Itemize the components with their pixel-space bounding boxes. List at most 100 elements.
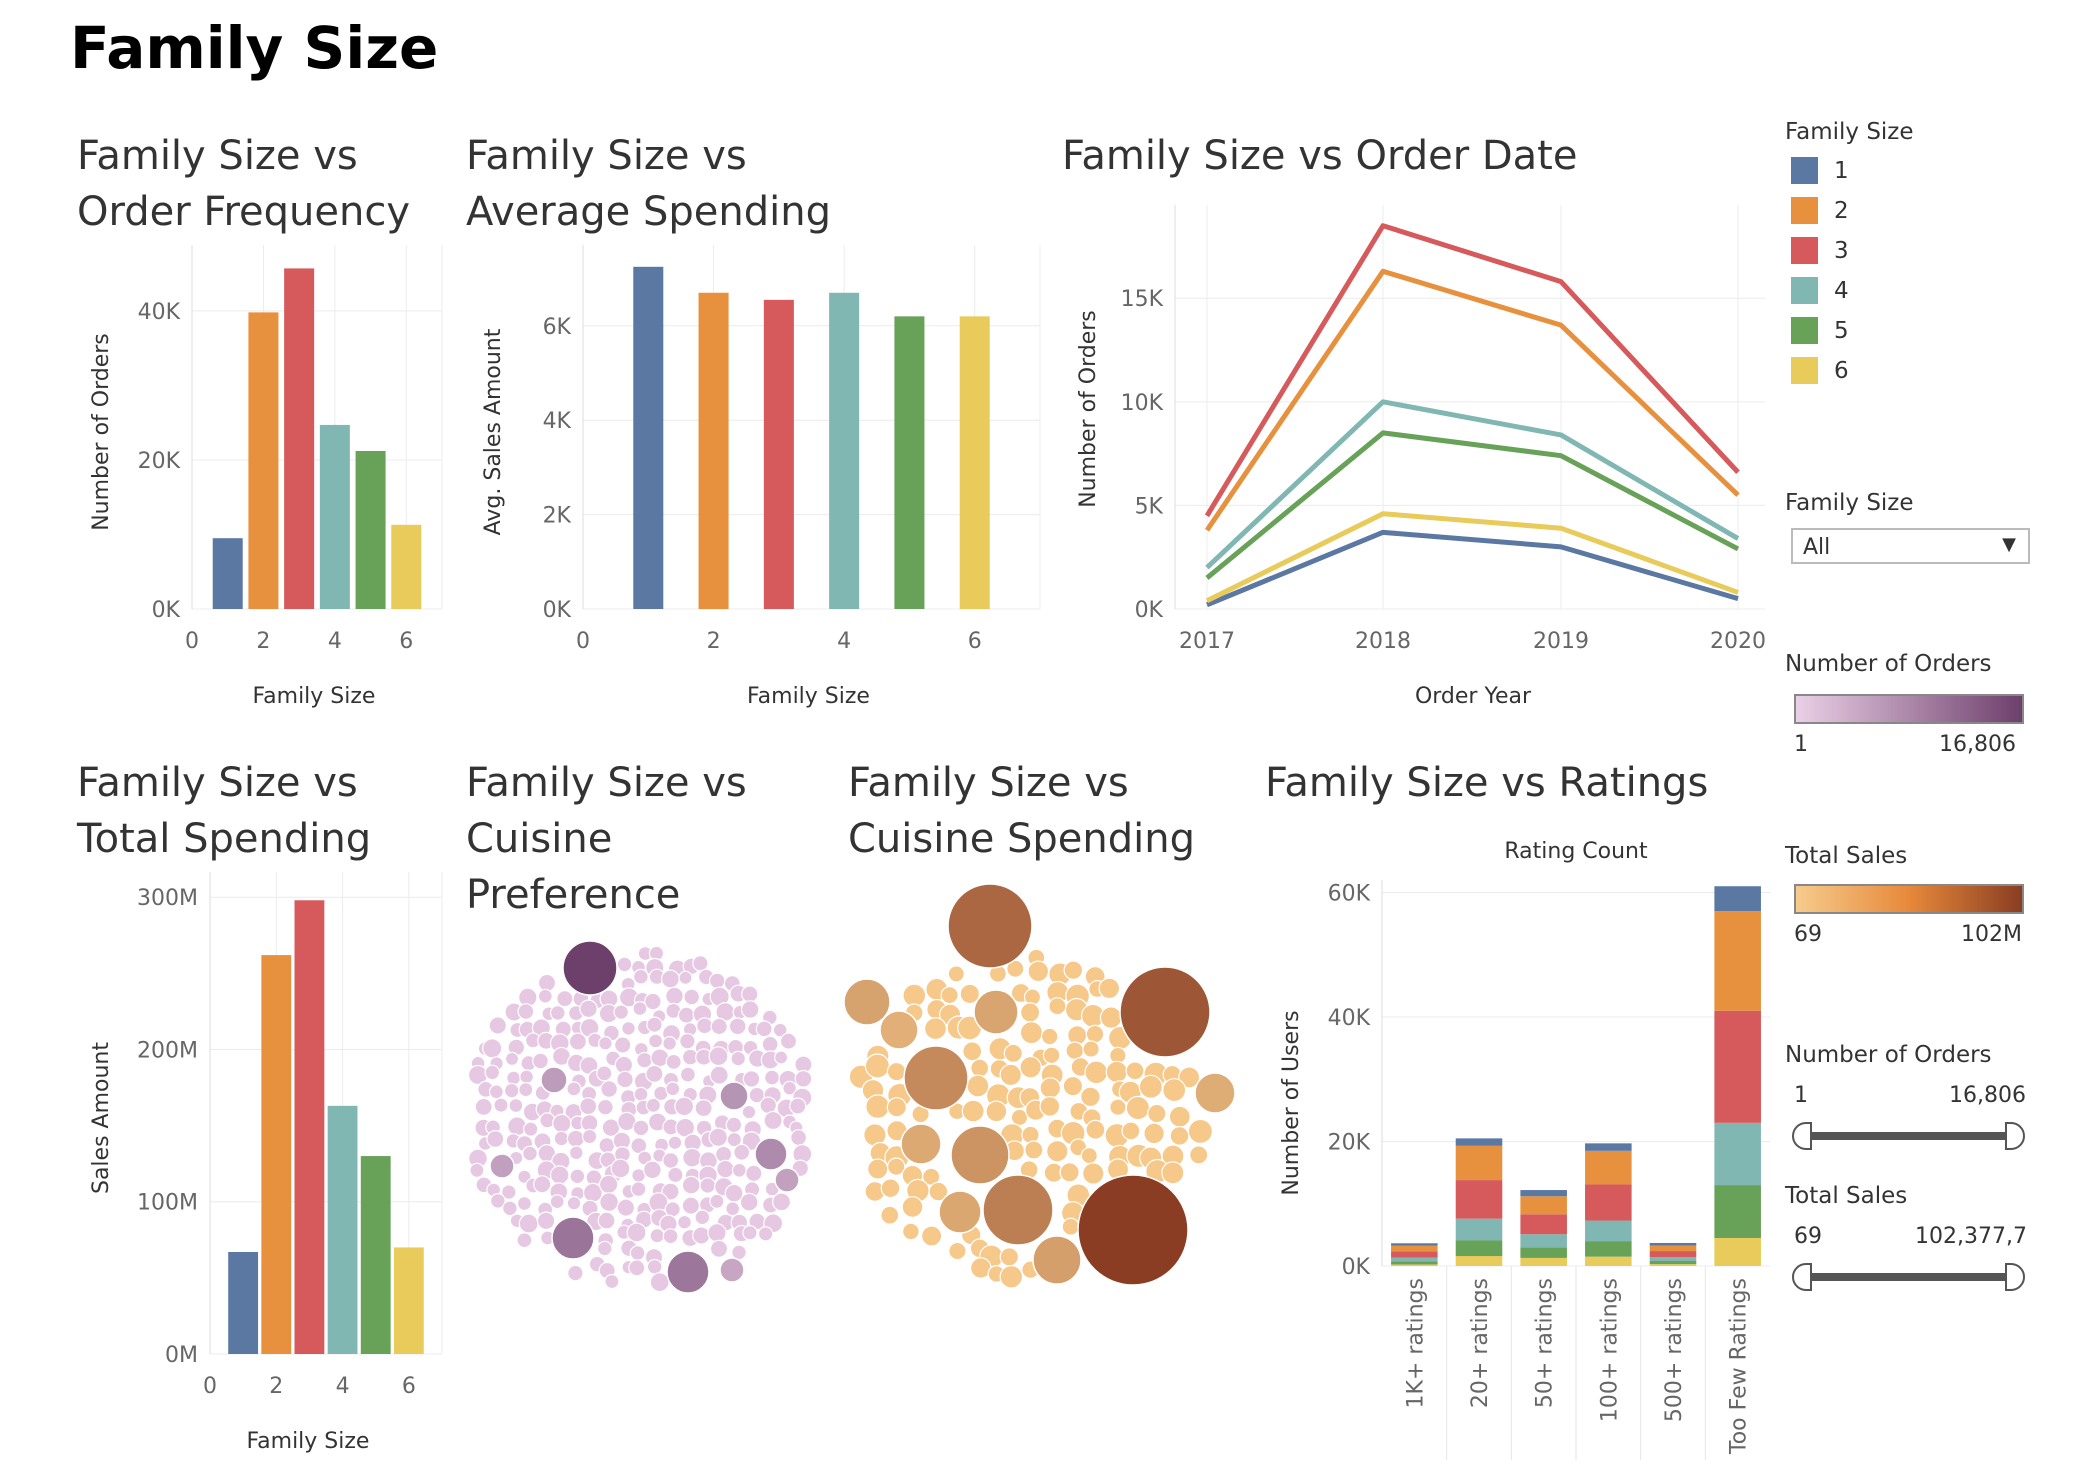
stacked-segment-family-size-1[interactable] <box>1649 1242 1697 1246</box>
stacked-segment-family-size-4[interactable] <box>1391 1257 1438 1262</box>
bubble[interactable] <box>626 1222 647 1243</box>
bubble-highlighted[interactable] <box>1032 1235 1082 1285</box>
bubble[interactable] <box>771 1192 791 1212</box>
bubble-highlighted[interactable] <box>973 989 1019 1035</box>
bubble[interactable] <box>790 1129 808 1147</box>
bubble[interactable] <box>616 1070 634 1089</box>
bubble[interactable] <box>999 1247 1020 1267</box>
bubble-highlighted[interactable] <box>938 1190 982 1234</box>
bar-family-size-3[interactable] <box>294 900 325 1354</box>
bubble[interactable] <box>552 1113 572 1134</box>
bubble[interactable] <box>928 1181 949 1202</box>
bubble[interactable] <box>742 1070 761 1088</box>
bubble[interactable] <box>742 1225 758 1241</box>
bubble[interactable] <box>1143 1122 1165 1145</box>
bubble-highlighted[interactable] <box>947 883 1033 969</box>
bubble[interactable] <box>1027 960 1050 983</box>
bubble[interactable] <box>1082 1040 1100 1058</box>
bubble[interactable] <box>503 1082 520 1099</box>
stacked-segment-family-size-3[interactable] <box>1714 1010 1761 1123</box>
bubble[interactable] <box>757 1226 774 1242</box>
bubble[interactable] <box>782 1080 797 1096</box>
bubble[interactable] <box>730 1050 746 1067</box>
bubble[interactable] <box>599 1192 619 1212</box>
bubble-highlighted[interactable] <box>1077 1174 1189 1286</box>
bubble[interactable] <box>518 1081 534 1098</box>
bubble[interactable] <box>616 956 633 973</box>
bubble[interactable] <box>556 989 574 1008</box>
bubble[interactable] <box>598 1136 616 1154</box>
bubble[interactable] <box>694 1098 713 1118</box>
bar-family-size-4[interactable] <box>327 1105 358 1354</box>
bubble[interactable] <box>741 1104 757 1120</box>
bubble[interactable] <box>710 1017 728 1036</box>
bubble[interactable] <box>661 1182 680 1201</box>
bubble[interactable] <box>662 1035 677 1051</box>
bubble[interactable] <box>1187 1118 1214 1145</box>
stacked-segment-family-size-1[interactable] <box>1714 886 1761 912</box>
bubble[interactable] <box>537 988 553 1004</box>
bubble[interactable] <box>1024 1140 1044 1160</box>
bubble[interactable] <box>490 1192 506 1209</box>
bubble[interactable] <box>629 1245 646 1261</box>
bubble[interactable] <box>674 1096 695 1117</box>
bubble[interactable] <box>1147 1103 1167 1124</box>
legend-item-4[interactable]: 4 <box>1791 277 1849 304</box>
bubble[interactable] <box>901 1196 924 1218</box>
bubble[interactable] <box>725 1201 741 1217</box>
bubble[interactable] <box>739 1192 759 1212</box>
line-family-size-5[interactable] <box>1205 430 1740 580</box>
bubble[interactable] <box>484 1064 501 1081</box>
bubble[interactable] <box>549 1005 566 1021</box>
stacked-segment-family-size-6[interactable] <box>1455 1256 1503 1266</box>
bubble[interactable] <box>761 1035 779 1053</box>
bubble[interactable] <box>628 1259 646 1277</box>
bubble[interactable] <box>677 1214 692 1230</box>
bubble[interactable] <box>597 1098 614 1116</box>
stacked-segment-family-size-5[interactable] <box>1455 1240 1503 1257</box>
bubble[interactable] <box>763 1110 783 1131</box>
bubble-highlighted[interactable] <box>551 1216 595 1260</box>
bubble[interactable] <box>633 968 649 985</box>
bubble[interactable] <box>708 1127 729 1147</box>
bubble[interactable] <box>902 1222 920 1241</box>
bubble[interactable] <box>533 1175 552 1194</box>
bubble[interactable] <box>678 970 693 985</box>
bubble[interactable] <box>696 1017 714 1035</box>
bubble[interactable] <box>675 1117 696 1138</box>
bubble[interactable] <box>536 1211 556 1231</box>
bubble[interactable] <box>568 1032 588 1051</box>
bubble[interactable] <box>1085 1024 1105 1044</box>
bubble[interactable] <box>516 1232 533 1249</box>
bubble[interactable] <box>947 965 965 983</box>
stacked-segment-family-size-3[interactable] <box>1520 1214 1567 1235</box>
bubble[interactable] <box>522 1145 538 1162</box>
chevron-down-icon[interactable]: ▼ <box>2002 534 2016 555</box>
stacked-segment-family-size-3[interactable] <box>1391 1251 1438 1258</box>
bubble[interactable] <box>1080 1146 1098 1165</box>
bubble-highlighted[interactable] <box>666 1250 710 1294</box>
bubble[interactable] <box>1162 1078 1187 1103</box>
bubble[interactable] <box>1010 1108 1029 1127</box>
bubble[interactable] <box>604 1273 620 1290</box>
bubble[interactable] <box>469 1162 485 1178</box>
bubble[interactable] <box>867 1158 889 1180</box>
bubble[interactable] <box>504 1051 520 1067</box>
bubble[interactable] <box>682 1147 702 1168</box>
bubble[interactable] <box>596 1240 613 1257</box>
bubble[interactable] <box>636 1051 653 1069</box>
bubble[interactable] <box>745 1164 763 1183</box>
stacked-segment-family-size-1[interactable] <box>1391 1243 1438 1246</box>
bubble[interactable] <box>596 1065 613 1082</box>
bubble[interactable] <box>1109 1098 1127 1116</box>
line-family-size-6[interactable] <box>1205 511 1739 603</box>
number-of-orders-slider-track[interactable] <box>1800 1132 2015 1140</box>
bubble[interactable] <box>662 1228 679 1245</box>
bubble[interactable] <box>728 1017 747 1036</box>
bubble[interactable] <box>553 1130 570 1147</box>
legend-item-2[interactable]: 2 <box>1791 197 1849 224</box>
bubble[interactable] <box>1121 1121 1141 1141</box>
bubble[interactable] <box>962 1041 983 1062</box>
bubble[interactable] <box>692 955 709 972</box>
bubble-highlighted[interactable] <box>719 1257 745 1283</box>
